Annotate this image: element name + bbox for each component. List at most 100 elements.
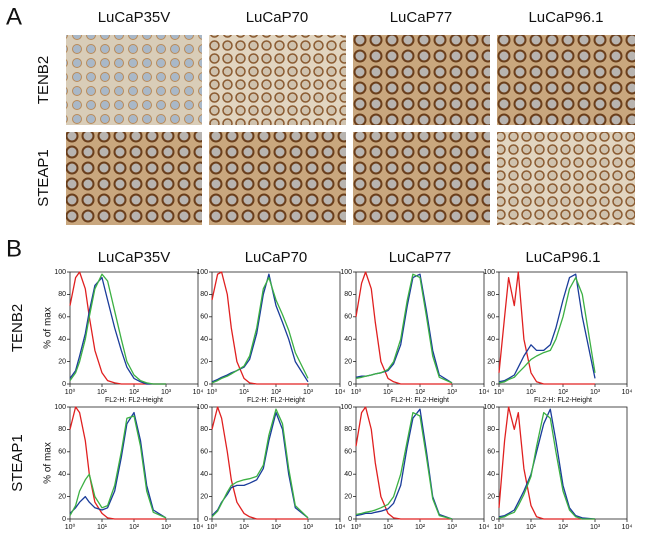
ihc-image xyxy=(497,35,635,125)
x-tick-label: 10⁰ xyxy=(351,523,362,531)
histogram-curve xyxy=(498,406,595,520)
x-tick-label: 10⁰ xyxy=(65,388,76,396)
y-tick-label: 80 xyxy=(344,426,352,433)
x-tick-label: 10³ xyxy=(590,389,601,396)
row-label: TENB2 xyxy=(35,56,52,104)
y-tick-label: 60 xyxy=(58,314,66,321)
histogram-curve xyxy=(498,271,595,385)
x-tick-label: 10¹ xyxy=(239,389,250,396)
x-tick-label: 10¹ xyxy=(526,524,537,531)
histogram-curve xyxy=(211,411,309,519)
y-tick-label: 40 xyxy=(487,336,495,343)
y-tick-label: 40 xyxy=(344,471,352,478)
histogram-curve xyxy=(211,276,309,384)
x-axis-label: FL2-H: FL2-Height xyxy=(391,397,449,404)
panel-label: B xyxy=(6,235,22,262)
y-axis-label: % of max xyxy=(43,307,54,349)
y-tick-label: 60 xyxy=(487,449,495,456)
x-tick-label: 10² xyxy=(415,389,426,396)
x-tick-label: 10¹ xyxy=(97,524,108,531)
histogram-curve xyxy=(211,273,309,383)
x-tick-label: 10¹ xyxy=(383,524,394,531)
x-tick-label: 10² xyxy=(129,524,140,531)
y-tick-label: 0 xyxy=(204,516,208,523)
y-tick-label: 100 xyxy=(54,404,66,411)
y-tick-label: 100 xyxy=(483,269,495,276)
y-tick-label: 0 xyxy=(348,381,352,388)
x-tick-label: 10⁴ xyxy=(335,524,346,531)
histogram-curve xyxy=(498,273,596,383)
y-tick-label: 100 xyxy=(196,404,208,411)
panel-label: A xyxy=(6,3,22,30)
ihc-image xyxy=(497,132,635,225)
x-axis-label: FL2-H: FL2-Height xyxy=(105,397,163,404)
x-tick-label: 10² xyxy=(129,389,140,396)
histogram-curve xyxy=(355,411,453,520)
ihc-image xyxy=(66,35,202,125)
histogram-curve xyxy=(69,276,166,385)
x-tick-label: 10⁴ xyxy=(479,524,490,531)
histogram-curve xyxy=(498,408,596,520)
y-tick-label: 40 xyxy=(200,336,208,343)
ihc-image xyxy=(353,132,490,225)
y-tick-label: 40 xyxy=(487,471,495,478)
ihc-image xyxy=(66,132,202,225)
y-tick-label: 0 xyxy=(348,516,352,523)
ihc-image xyxy=(209,35,346,125)
x-tick-label: 10⁴ xyxy=(479,389,490,396)
y-tick-label: 20 xyxy=(58,493,66,500)
x-tick-label: 10³ xyxy=(303,389,314,396)
y-tick-label: 40 xyxy=(200,471,208,478)
column-title: LuCaP96.1 xyxy=(525,249,600,266)
y-tick-label: 40 xyxy=(58,471,66,478)
histogram-curve xyxy=(69,411,167,519)
x-tick-label: 10³ xyxy=(447,389,458,396)
y-axis-label: % of max xyxy=(43,442,54,484)
x-tick-label: 10² xyxy=(558,524,569,531)
histogram-curve xyxy=(69,271,166,385)
x-tick-label: 10³ xyxy=(303,524,314,531)
y-tick-label: 100 xyxy=(196,269,208,276)
x-tick-label: 10² xyxy=(558,389,569,396)
y-tick-label: 100 xyxy=(340,404,352,411)
ihc-image xyxy=(353,35,490,125)
y-tick-label: 100 xyxy=(54,269,66,276)
x-tick-label: 10³ xyxy=(447,524,458,531)
y-tick-label: 0 xyxy=(62,516,66,523)
y-tick-label: 60 xyxy=(344,314,352,321)
histogram-curve xyxy=(69,273,166,385)
y-tick-label: 20 xyxy=(487,358,495,365)
x-tick-label: 10¹ xyxy=(97,389,108,396)
y-tick-label: 100 xyxy=(483,404,495,411)
histogram-curve xyxy=(355,273,453,384)
x-tick-label: 10⁰ xyxy=(65,523,76,531)
x-tick-label: 10⁴ xyxy=(193,524,204,531)
histogram-curve xyxy=(211,408,309,519)
histogram-curve xyxy=(211,271,308,385)
y-tick-label: 20 xyxy=(200,493,208,500)
y-tick-label: 20 xyxy=(344,493,352,500)
row-label: STEAP1 xyxy=(35,149,52,207)
y-tick-label: 60 xyxy=(200,449,208,456)
x-tick-label: 10⁰ xyxy=(494,388,505,396)
y-tick-label: 40 xyxy=(344,336,352,343)
x-axis-label: FL2-H: FL2-Height xyxy=(534,397,592,404)
plot-frame xyxy=(69,271,199,385)
histogram-curve xyxy=(355,273,453,384)
histogram-curve xyxy=(355,406,452,520)
y-tick-label: 80 xyxy=(200,291,208,298)
x-tick-label: 10⁴ xyxy=(335,389,346,396)
histogram-curve xyxy=(211,406,308,520)
x-tick-label: 10² xyxy=(271,389,282,396)
plot-frame xyxy=(211,406,341,520)
histogram-curve xyxy=(498,276,596,384)
x-tick-label: 10⁰ xyxy=(207,388,218,396)
column-title: LuCaP70 xyxy=(246,9,309,26)
x-tick-label: 10³ xyxy=(161,389,172,396)
column-title: LuCaP77 xyxy=(389,249,452,266)
y-tick-label: 0 xyxy=(204,381,208,388)
y-tick-label: 80 xyxy=(344,291,352,298)
histogram-curve xyxy=(355,271,452,385)
x-tick-label: 10¹ xyxy=(383,389,394,396)
x-tick-label: 10² xyxy=(271,524,282,531)
